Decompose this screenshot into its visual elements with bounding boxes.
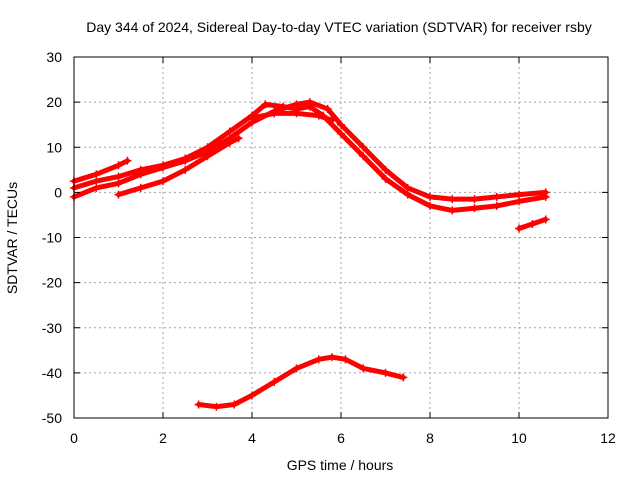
data-point <box>292 109 301 118</box>
data-point <box>194 400 203 409</box>
series-track-g <box>194 353 408 411</box>
series-track-d <box>114 134 243 199</box>
data-point <box>292 100 301 109</box>
y-tick-label: 0 <box>54 184 62 200</box>
data-point <box>426 192 434 201</box>
y-ticks: -50 -40 -30 -20 -10 0 10 20 30 <box>42 49 608 426</box>
data-point <box>541 215 550 224</box>
y-tick-label: 10 <box>46 139 62 155</box>
x-tick-label: 10 <box>511 430 527 446</box>
data-point <box>381 368 390 377</box>
data-point <box>323 104 332 113</box>
data-point <box>230 400 239 409</box>
data-point <box>212 402 221 411</box>
data-point <box>114 179 123 188</box>
data-point <box>234 134 243 143</box>
x-ticks: 0 2 4 6 8 10 12 <box>70 57 616 446</box>
data-point <box>203 152 212 161</box>
data-point <box>328 116 337 125</box>
series-line <box>71 158 130 184</box>
data-point <box>159 163 167 172</box>
data-point <box>515 190 523 199</box>
data-point <box>359 152 368 161</box>
data-point <box>123 156 132 165</box>
data-point <box>337 120 345 129</box>
data-point <box>92 177 101 186</box>
data-point <box>270 377 279 386</box>
data-point <box>181 156 190 165</box>
data-point <box>114 190 123 199</box>
data-point <box>337 129 345 138</box>
x-axis-label: GPS time / hours <box>287 457 394 473</box>
data-point <box>92 183 101 192</box>
chart-title: Day 344 of 2024, Sidereal Day-to-day VTE… <box>86 19 592 35</box>
data-point <box>136 170 145 179</box>
data-point <box>448 195 457 204</box>
grid <box>74 57 608 418</box>
data-point <box>314 355 323 364</box>
data-point <box>492 201 501 210</box>
data-point <box>492 192 501 201</box>
y-tick-label: 20 <box>46 94 62 110</box>
data-point <box>528 219 537 228</box>
data-point <box>426 201 434 210</box>
series-track-f <box>515 215 550 233</box>
data-point <box>328 353 337 362</box>
x-tick-label: 4 <box>248 430 256 446</box>
data-marks <box>70 98 550 411</box>
data-point <box>541 188 550 197</box>
data-point <box>403 183 412 192</box>
data-point <box>136 183 145 192</box>
x-tick-label: 12 <box>600 430 616 446</box>
data-point <box>159 177 167 186</box>
y-tick-label: -20 <box>42 275 62 291</box>
x-tick-label: 8 <box>426 430 434 446</box>
data-point <box>292 364 301 373</box>
y-tick-label: -30 <box>42 320 62 336</box>
y-tick-label: -40 <box>42 365 62 381</box>
data-point <box>261 100 270 109</box>
data-point <box>381 174 390 183</box>
data-point <box>448 206 457 215</box>
data-point <box>359 364 368 373</box>
series-line <box>116 135 242 198</box>
data-point <box>305 98 314 107</box>
series-line <box>196 354 406 410</box>
x-tick-label: 6 <box>337 430 345 446</box>
data-point <box>403 190 412 199</box>
series-line <box>71 101 549 213</box>
data-point <box>381 165 390 174</box>
data-point <box>341 355 350 364</box>
x-tick-label: 2 <box>159 430 167 446</box>
data-point <box>225 138 234 147</box>
data-point <box>114 161 123 170</box>
data-point <box>114 172 123 181</box>
series-track-e <box>248 109 337 125</box>
y-axis-label: SDTVAR / TECUs <box>4 182 20 294</box>
series-line <box>249 110 335 123</box>
y-tick-label: 30 <box>46 49 62 65</box>
data-point <box>470 195 479 204</box>
data-point <box>92 170 101 179</box>
data-point <box>181 165 190 174</box>
data-point <box>470 204 479 213</box>
y-tick-label: -10 <box>42 230 62 246</box>
x-tick-label: 0 <box>70 430 78 446</box>
data-point <box>225 127 234 136</box>
y-tick-label: -50 <box>42 410 62 426</box>
data-point <box>515 197 523 206</box>
data-point <box>248 391 256 400</box>
data-point <box>270 109 279 118</box>
data-point <box>515 224 523 233</box>
data-point <box>359 143 368 152</box>
data-point <box>314 111 323 120</box>
data-point <box>248 113 256 122</box>
data-point <box>399 373 408 382</box>
